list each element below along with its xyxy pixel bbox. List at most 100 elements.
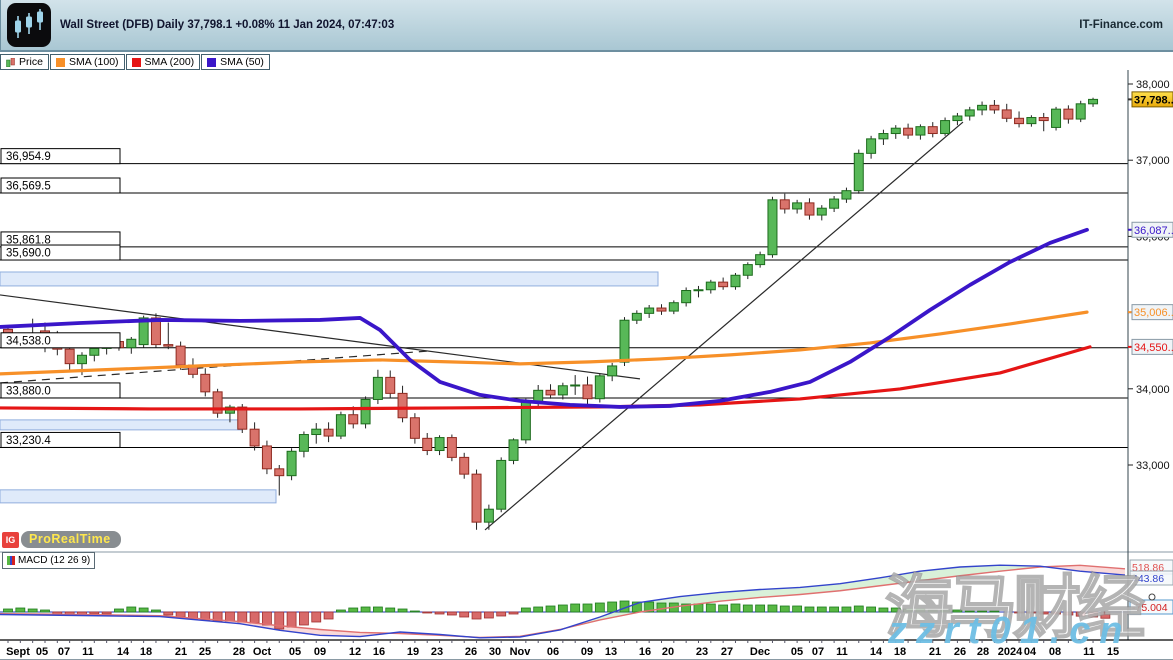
legend-tab-sma100[interactable]: SMA (100) [49,54,125,70]
macd-hist-up [915,608,926,613]
candle-up [841,190,852,200]
macd-hist-up [977,610,987,613]
candle-up [1075,103,1086,120]
x-axis-label: 21 [929,646,941,658]
candle-up [742,264,753,276]
candle-up [1088,98,1099,105]
instrument-title: Wall Street (DFB) Daily 37,798.1 +0.08% … [60,19,395,31]
candle-up [533,389,544,403]
macd-hist-down [1038,611,1049,615]
macd-hist-down [1051,611,1061,615]
candle-down [927,126,938,135]
macd-hist-down [434,611,445,615]
price-band [0,271,659,287]
x-axis-label: 26 [954,646,966,658]
candle-down [422,437,433,452]
y-axis-label: 33,000 [1136,460,1170,472]
macd-hist-down [286,611,297,628]
macd-main-line [0,564,1126,639]
candle-down [804,202,815,216]
macd-hist-up [816,606,827,613]
candle-up [681,290,692,304]
candle-down [1014,117,1025,125]
candle-up [607,365,618,377]
macd-value-text: -75.004 [1132,602,1168,614]
macd-hist-down [459,611,470,618]
candle-up [619,319,630,363]
candle-up [138,317,149,346]
macd-marker-dot [1148,593,1156,601]
candle-up [755,254,766,266]
prorealtime-wordmark: ProRealTime [21,531,121,548]
x-axis-label: 14 [870,646,883,658]
macd-hist-down [163,611,174,616]
macd-hist-up [114,608,124,613]
price-level-box [0,148,121,165]
candle-down [64,348,75,365]
legend-tab-price[interactable]: Price [0,54,49,70]
macd-hist-up [742,604,753,613]
macd-hist-up [336,609,346,613]
price-level-text: 35,690.0 [6,248,51,260]
current-price-box [1131,91,1173,108]
macd-hist-down [508,611,519,615]
candle-down [1063,108,1074,120]
x-axis-label: 26 [465,646,477,658]
x-axis-label: 20 [662,646,674,658]
candle-down [274,468,285,477]
candle-down [718,281,729,288]
candle-down [582,384,593,400]
macd-hist-up [841,606,852,613]
price-level-text: 35,861.8 [6,234,51,246]
candle-up [286,450,297,477]
legend-label-sma50: SMA (50) [220,56,264,68]
macd-hist-up [890,607,901,613]
macd-hist-up [927,609,938,613]
candle-down [459,456,470,475]
candle-down [385,376,396,394]
price-band [0,419,243,431]
candle-down [446,437,457,458]
macd-hist-up [397,608,408,613]
macd-hist-up [385,607,396,613]
macd-hist-down [483,611,494,619]
candle-up [311,428,322,436]
macd-hist-down [249,611,260,624]
macd-indicator-tab[interactable]: MACD (12 26 9) [2,552,96,569]
candle-up [496,459,507,510]
macd-hist-down [1100,611,1111,619]
macd-fill-bull [565,565,1050,629]
legend-tab-sma200[interactable]: SMA (200) [125,54,201,70]
legend-label-sma200: SMA (200) [144,56,195,68]
candle-down [779,199,790,210]
price-level-text: 34,538.0 [6,335,51,347]
current-price-text: 37,798.. [1134,94,1173,106]
sma50-swatch-icon [207,57,217,67]
candle-up [570,384,581,387]
candle-up [1026,117,1037,125]
x-axis-label: 18 [894,646,906,658]
macd-swatch-icon [7,556,16,565]
x-axis-label: 25 [199,646,211,658]
price-level-box [0,431,121,448]
macd-hist-up [520,607,531,613]
x-axis-label: 08 [1049,646,1061,658]
x-axis-strip [0,640,1173,660]
x-axis-label: Dec [750,646,770,658]
candle-up [952,115,963,122]
macd-hist-up [27,608,38,613]
x-axis-label: 18 [140,646,152,658]
sma200-line [0,345,1092,411]
macd-hist-up [607,601,618,613]
chart-canvas[interactable]: 36,954.9 36,569.5 35,861.8 35,690.0 34,538.0… [0,70,1173,660]
legend-tab-sma50[interactable]: SMA (50) [201,54,270,70]
x-axis-label: 27 [721,646,733,658]
macd-hist-down [101,611,112,615]
candle-up [76,354,87,365]
candle-up [126,338,137,349]
y-axis-label: 38,000 [1136,79,1170,91]
candle-down [545,389,556,396]
macd-hist-up [755,604,766,613]
prorealtime-logo[interactable]: IG ProRealTime [2,531,121,548]
